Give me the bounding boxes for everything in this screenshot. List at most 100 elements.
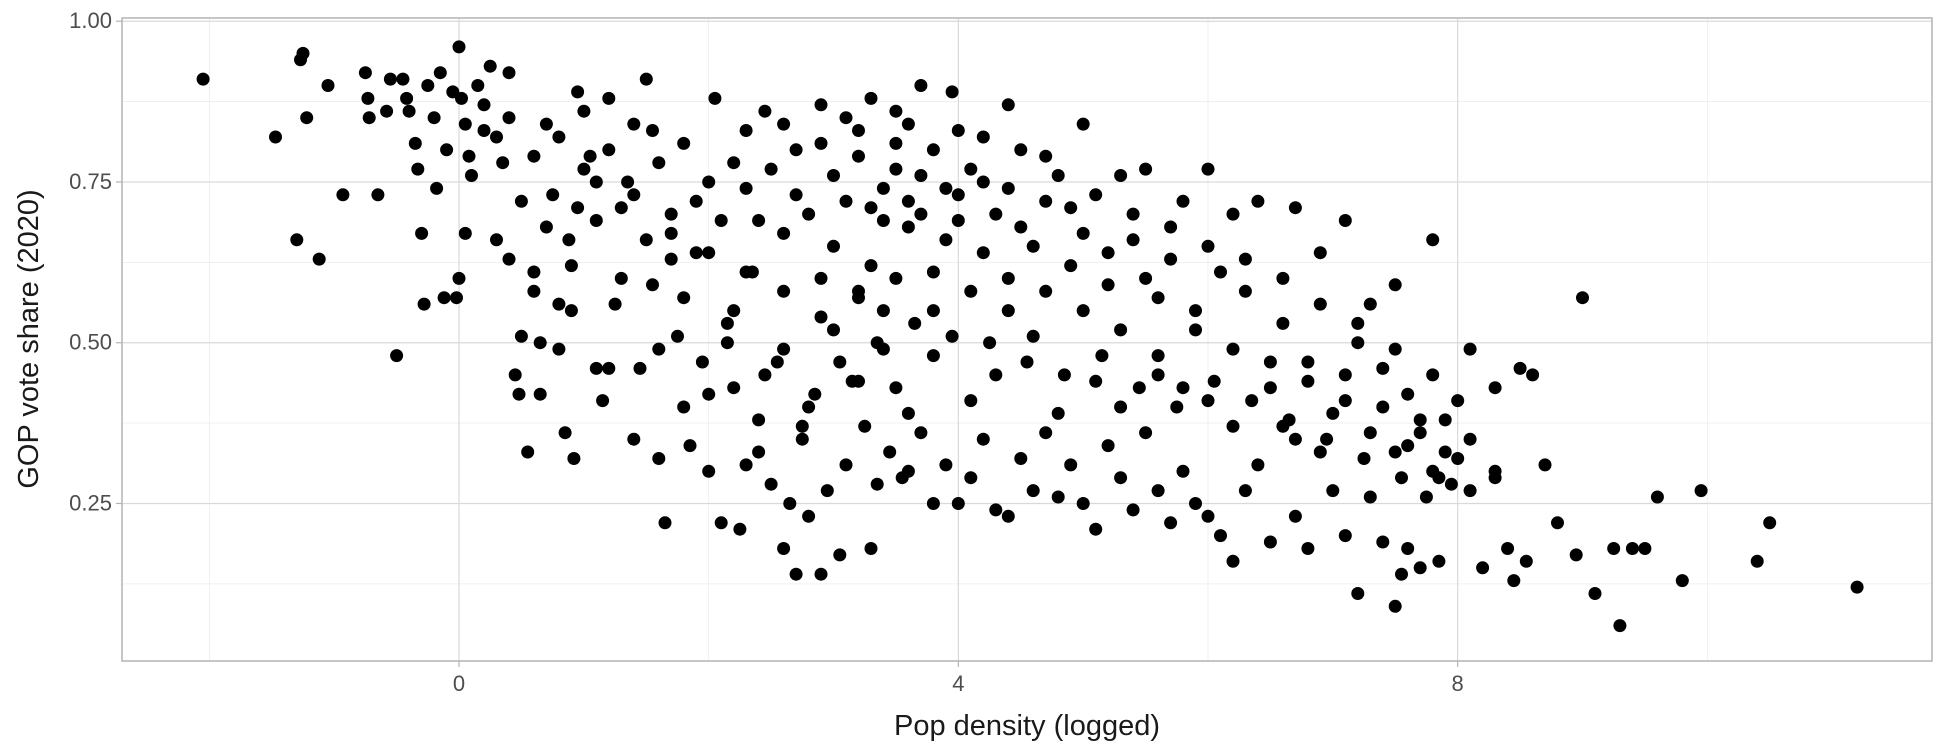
data-point	[901, 194, 915, 208]
data-point	[512, 387, 526, 401]
data-point	[1320, 432, 1334, 446]
data-point	[527, 149, 541, 163]
data-point	[1388, 445, 1402, 459]
y-tick-label: 0.75	[69, 169, 112, 194]
data-point	[1276, 271, 1290, 285]
data-point	[552, 130, 566, 144]
data-point	[1226, 554, 1240, 568]
data-point	[908, 316, 922, 330]
data-point	[976, 130, 990, 144]
data-point	[876, 304, 890, 318]
data-point	[1432, 471, 1446, 485]
data-point	[1444, 477, 1458, 491]
data-point	[852, 124, 865, 137]
data-point	[752, 214, 766, 227]
data-point	[1338, 368, 1352, 382]
data-point	[1170, 400, 1184, 414]
data-point	[664, 252, 678, 266]
data-point	[1338, 529, 1352, 543]
data-point	[802, 207, 816, 221]
data-point	[1376, 535, 1390, 549]
data-point	[901, 220, 915, 234]
data-point	[1388, 342, 1402, 356]
data-point	[621, 175, 635, 189]
data-point	[508, 368, 522, 382]
data-point	[833, 355, 847, 369]
data-point	[571, 201, 585, 215]
data-point	[1426, 233, 1440, 247]
data-point	[546, 188, 560, 202]
data-point	[465, 169, 478, 182]
data-point	[502, 252, 516, 266]
data-point	[1114, 323, 1128, 337]
data-point	[783, 497, 797, 510]
data-point	[390, 349, 404, 363]
data-point	[300, 111, 314, 125]
data-point	[689, 194, 703, 208]
data-point	[802, 509, 816, 523]
data-point	[1101, 439, 1115, 453]
data-point	[758, 104, 772, 118]
data-point	[758, 368, 772, 382]
data-point	[567, 452, 581, 465]
data-point	[1226, 419, 1240, 433]
data-point	[889, 162, 903, 176]
data-point	[695, 355, 709, 369]
data-point	[1132, 381, 1146, 395]
data-point	[964, 162, 978, 176]
data-point	[683, 439, 697, 453]
data-point	[864, 91, 878, 105]
data-point	[939, 458, 953, 472]
data-point	[914, 79, 928, 92]
data-point	[964, 394, 978, 408]
data-point	[883, 445, 897, 459]
data-point	[589, 214, 603, 227]
data-point	[1463, 432, 1477, 446]
data-point	[290, 233, 304, 247]
data-point	[1401, 439, 1415, 453]
data-point	[596, 394, 610, 408]
data-point	[1395, 471, 1408, 485]
data-point	[989, 207, 1003, 221]
data-point	[627, 432, 641, 446]
y-tick-label: 1.00	[69, 8, 112, 33]
data-point	[496, 156, 510, 170]
data-point	[1101, 246, 1115, 260]
data-point	[1288, 432, 1302, 446]
data-point	[1226, 207, 1240, 221]
data-point	[639, 233, 653, 247]
data-point	[964, 471, 978, 485]
data-point	[852, 374, 865, 388]
data-point	[539, 117, 553, 131]
data-point	[702, 175, 716, 189]
data-point	[814, 310, 828, 324]
data-point	[808, 387, 822, 401]
data-point	[901, 406, 915, 420]
data-point	[1432, 554, 1446, 568]
data-point	[627, 188, 641, 202]
data-point	[421, 79, 435, 92]
data-point	[521, 445, 535, 459]
data-point	[1376, 361, 1390, 375]
data-point	[552, 297, 566, 311]
data-point	[820, 484, 834, 498]
data-point	[1694, 484, 1708, 498]
data-point	[196, 72, 210, 86]
data-point	[739, 265, 753, 279]
data-point	[814, 98, 828, 112]
data-point	[602, 361, 616, 375]
data-point	[983, 336, 997, 350]
data-point	[396, 72, 410, 86]
data-point	[1214, 529, 1227, 543]
data-point	[1151, 349, 1165, 363]
data-point	[1251, 194, 1265, 208]
data-point	[858, 419, 872, 433]
data-point	[1001, 98, 1015, 112]
data-point	[646, 278, 659, 292]
data-point	[939, 233, 953, 247]
data-point	[1095, 349, 1109, 363]
data-point	[664, 226, 678, 240]
data-point	[312, 252, 326, 266]
data-point	[1488, 464, 1502, 478]
data-point	[814, 136, 828, 150]
